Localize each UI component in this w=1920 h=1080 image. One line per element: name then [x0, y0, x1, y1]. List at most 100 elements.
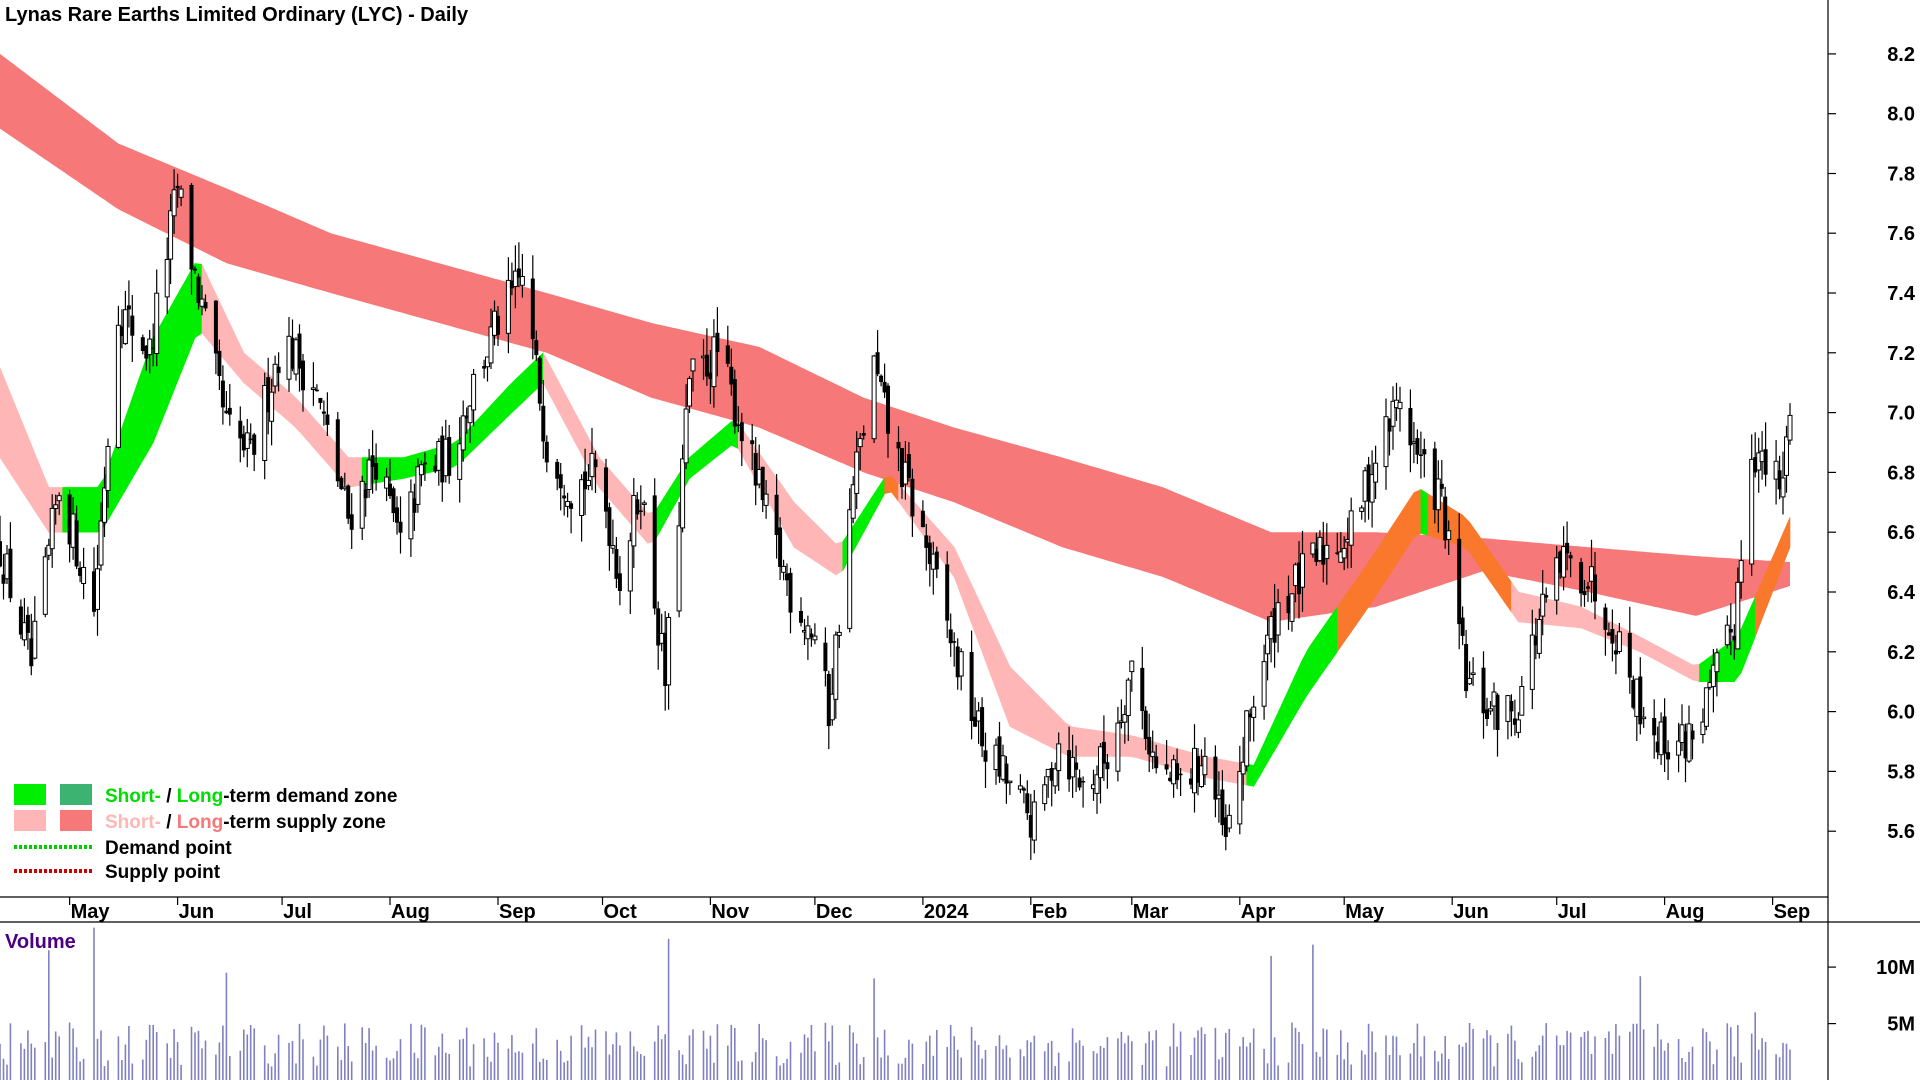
candle-body-up: [1373, 462, 1379, 483]
short-term-zone-segment: [779, 481, 788, 536]
candle-body-down: [785, 573, 789, 581]
short-term-zone-segment: [807, 515, 816, 562]
candle-body-down: [1314, 548, 1319, 562]
short-term-zone-segment: [111, 437, 119, 516]
short-term-zone-segment: [1357, 566, 1366, 623]
candle-body-down: [1481, 667, 1486, 714]
candle: [418, 460, 424, 487]
candle-body-down: [1544, 595, 1549, 598]
candle: [1335, 532, 1340, 555]
candle-body-down: [544, 441, 549, 463]
candle: [980, 697, 985, 758]
candle: [388, 459, 392, 499]
candle-body-up: [488, 326, 494, 364]
candle-body-up: [286, 335, 292, 380]
candle: [799, 597, 803, 627]
candle: [1314, 532, 1319, 566]
candle: [683, 384, 689, 470]
candle-body-down: [1077, 777, 1082, 788]
candle: [1582, 579, 1587, 607]
candle: [115, 305, 121, 449]
candle: [1638, 657, 1643, 735]
candle: [569, 500, 574, 534]
candle-body-up: [244, 432, 250, 449]
candle-body-down: [1147, 736, 1152, 755]
candle: [833, 631, 839, 719]
candle: [1655, 726, 1660, 760]
short-term-zone-segment: [1518, 591, 1526, 623]
candle-body-down: [1178, 773, 1183, 776]
short-term-zone-segment: [988, 621, 997, 690]
candle-body-up: [415, 466, 421, 505]
candle: [297, 324, 302, 392]
candle: [436, 438, 442, 486]
candle: [541, 379, 546, 459]
candle-body-down: [875, 352, 880, 375]
candle: [753, 437, 758, 506]
candle-body-up: [1710, 664, 1716, 688]
candle: [1094, 765, 1100, 814]
candle-body-down: [1662, 716, 1667, 754]
candle: [1763, 422, 1768, 487]
candle-body-down: [1606, 632, 1611, 636]
candle-body-down: [1175, 763, 1180, 781]
candle-body-up: [930, 553, 936, 570]
candle: [398, 496, 403, 554]
candle: [836, 624, 842, 649]
legend-swatch-long: [60, 810, 92, 831]
candle: [910, 468, 915, 537]
candle-body-down: [1004, 763, 1009, 784]
candle: [805, 615, 811, 660]
candle-body-up: [366, 459, 372, 490]
candle: [687, 375, 692, 413]
candle-body-down: [760, 466, 765, 501]
candle-body-down: [1603, 607, 1608, 630]
short-term-zone-segment: [577, 418, 586, 462]
candle: [1565, 521, 1570, 571]
short-term-zone-segment: [1267, 719, 1275, 764]
candle-body-up: [1658, 721, 1664, 756]
candle-body-down: [224, 410, 229, 414]
short-term-zone-segment: [981, 606, 990, 671]
candle: [238, 406, 243, 463]
candle: [1213, 745, 1218, 818]
candle: [1589, 539, 1594, 603]
candle-body-down: [318, 398, 323, 403]
candle-body-down: [1582, 591, 1587, 596]
candle: [1052, 762, 1058, 794]
candle-body-up: [1773, 460, 1779, 480]
short-term-zone-segment: [821, 529, 830, 571]
short-term-zone-segment: [744, 432, 753, 475]
short-term-zone-segment: [1643, 638, 1651, 658]
candle: [272, 355, 278, 394]
candle-body-down: [1593, 574, 1597, 602]
candle: [641, 500, 647, 516]
candle-body-down: [74, 520, 79, 567]
candle: [1324, 523, 1330, 585]
candle: [579, 474, 585, 542]
candle-body-down: [422, 462, 427, 465]
candle: [1192, 724, 1197, 813]
candle-body-up: [1634, 678, 1640, 717]
short-term-zone-segment: [1330, 606, 1338, 663]
candle: [1787, 403, 1793, 445]
candle-body-down: [29, 638, 34, 667]
candle-body-up: [1324, 544, 1330, 560]
candle-body-up: [1470, 672, 1476, 675]
candle: [98, 502, 104, 571]
candle: [739, 412, 744, 467]
candle-body-up: [1045, 768, 1051, 778]
candle: [1662, 698, 1667, 772]
short-term-zone-segment: [1594, 613, 1603, 637]
short-term-zone-segment: [710, 432, 718, 463]
candle-body-up: [168, 210, 174, 260]
candle: [1171, 754, 1177, 798]
candle-body-up: [1240, 761, 1246, 775]
candle-body-up: [659, 633, 665, 644]
candle: [1175, 748, 1180, 790]
candle: [861, 425, 866, 440]
candle-body-down: [900, 448, 904, 488]
candle-body-up: [1491, 691, 1497, 707]
short-term-zone-segment: [487, 400, 495, 437]
candle: [993, 738, 999, 785]
